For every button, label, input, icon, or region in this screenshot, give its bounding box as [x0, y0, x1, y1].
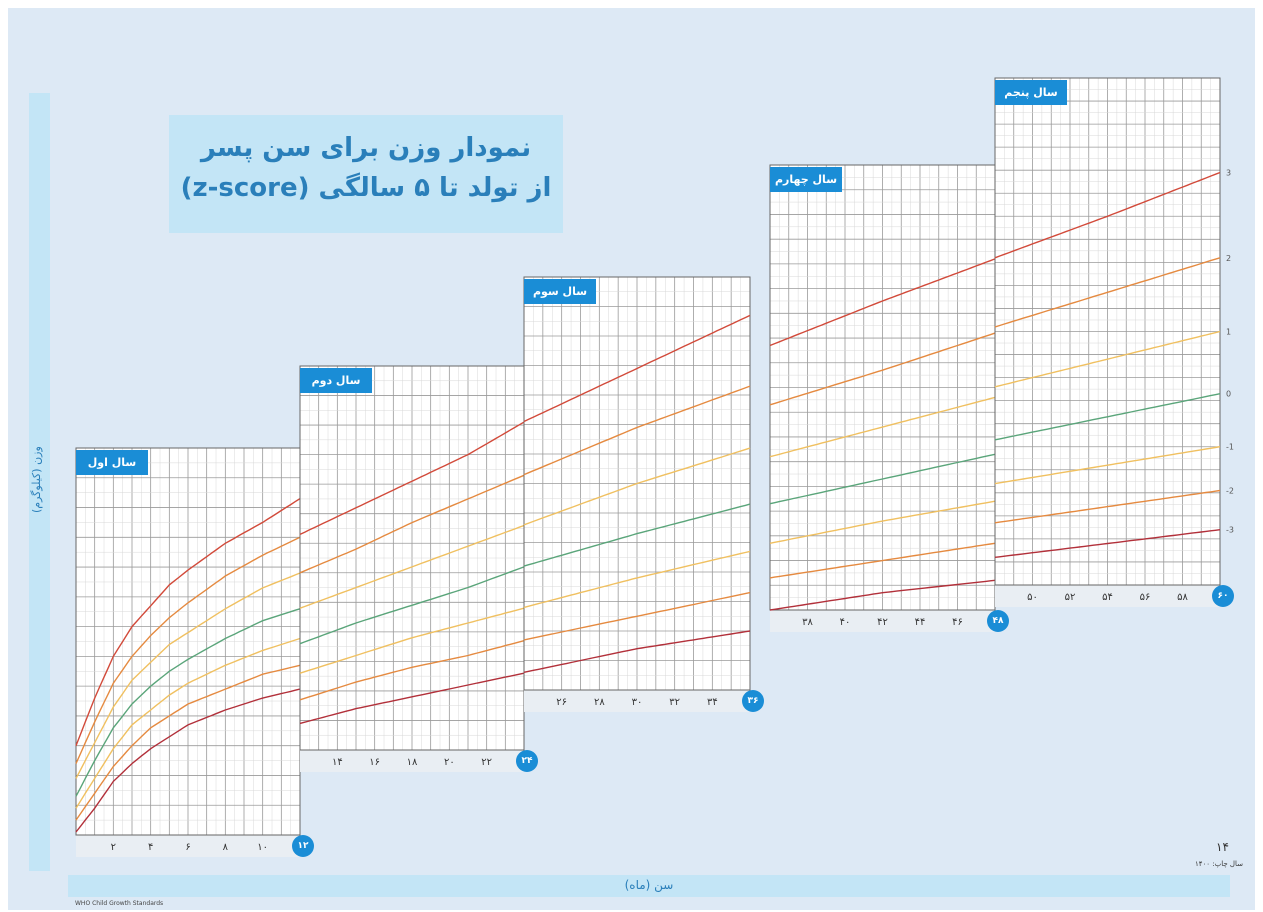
series-line-z-1: [523, 550, 751, 609]
series-label: 1: [1226, 328, 1231, 337]
x-tick-label: ۵۸: [1177, 592, 1188, 603]
panel-tag: سال پنجم: [995, 80, 1067, 105]
x-tick-label: ۵۲: [1065, 592, 1076, 603]
series-line-z1: [523, 447, 751, 526]
x-tick-label: ۱۶: [369, 757, 380, 768]
series-line-z2: [523, 385, 751, 476]
x-tick-label: ۲۰: [444, 757, 455, 768]
series-line-z-2: [994, 489, 1221, 524]
series-line-z-2: [75, 664, 301, 821]
x-tick-label: ۴۴: [915, 617, 926, 628]
edition-label: سال چاپ: ۱۴۰۰: [1195, 860, 1243, 868]
tick-strip: [995, 585, 1220, 607]
x-axis-band: [68, 875, 1230, 897]
series-line-z-1: [769, 500, 996, 544]
series-line-z3: [523, 314, 751, 423]
series-line-z1: [994, 330, 1221, 388]
series-line-z3: [769, 258, 996, 347]
series-line-z0: [523, 503, 751, 567]
x-tick-label: ۴۲: [877, 617, 888, 628]
panel-2: ۱۴ ۱۶ ۱۸ ۲۰ ۲۲: [299, 365, 525, 772]
chart-title-line-2: از تولد تا ۵ سالگی (z-score): [180, 173, 552, 203]
series-line-z-1: [994, 446, 1221, 485]
panel-tag: سال چهارم: [770, 167, 842, 192]
series-line-z-3: [299, 672, 525, 725]
x-tick-label: ۳۸: [802, 617, 813, 628]
x-tick-label: ۱۴: [332, 757, 343, 768]
tick-strip: [300, 750, 524, 772]
panel-end-marker: ۴۸: [987, 610, 1009, 632]
x-tick-label: ۲۲: [481, 757, 492, 768]
panel-end-marker: ۳۶: [742, 690, 764, 712]
x-tick-label: ۲: [111, 842, 116, 853]
series-label: 2: [1226, 254, 1231, 263]
series-line-z-2: [769, 542, 996, 579]
x-tick-label: ۶: [185, 842, 190, 853]
series-label: 0: [1226, 390, 1231, 399]
x-tick-label: ۱۰: [257, 842, 268, 853]
x-tick-label: ۴: [148, 842, 153, 853]
x-tick-label: ۴۶: [952, 617, 963, 628]
panel-4: ۳۸ ۴۰ ۴۲ ۴۴ ۴۶: [769, 164, 996, 632]
series-line-z3: [299, 421, 525, 536]
y-axis-band: [29, 93, 50, 871]
series-label: 3: [1226, 168, 1231, 177]
x-tick-label: ۵۴: [1102, 592, 1113, 603]
series-line-z-3: [75, 688, 301, 833]
panel-1: ۲ ۴ ۶ ۸ ۱۰: [75, 447, 301, 857]
series-line-z0: [769, 453, 996, 505]
x-tick-label: ۵۰: [1027, 592, 1038, 603]
panel-tag: سال سوم: [524, 279, 596, 304]
series-line-z-2: [523, 591, 751, 641]
series-line-z-3: [994, 529, 1221, 558]
x-tick-label: ۳۰: [632, 697, 643, 708]
page-number: ۱۴: [1216, 840, 1229, 854]
tick-strip: [76, 835, 300, 857]
series-line-z-1: [75, 637, 301, 809]
series-label: -2: [1226, 487, 1234, 496]
series-label: -3: [1226, 526, 1234, 535]
series-line-z0: [75, 608, 301, 797]
chart-title-line-1: نمودار وزن برای سن پسر: [200, 133, 532, 163]
x-tick-label: ۲۸: [594, 697, 605, 708]
series-label: -1: [1226, 443, 1234, 452]
series-line-z0: [994, 393, 1221, 441]
tick-strip: [770, 610, 995, 632]
panel-3: ۲۶ ۲۸ ۳۰ ۳۲ ۳۴: [523, 276, 751, 712]
panel-tag: سال دوم: [300, 368, 372, 393]
title-box: نمودار وزن برای سن پسر از تولد تا ۵ سالگ…: [169, 115, 563, 233]
source-note: WHO Child Growth Standards: [75, 900, 164, 907]
x-tick-label: ۳۴: [707, 697, 718, 708]
panel-tag: سال اول: [76, 450, 148, 475]
series-line-z-2: [299, 640, 525, 701]
x-axis-label: سن (ماه): [624, 878, 674, 892]
series-line-z-3: [523, 630, 751, 673]
series-line-z2: [299, 474, 525, 574]
series-line-z1: [299, 524, 525, 609]
series-line-z1: [75, 572, 301, 779]
x-tick-label: ۸: [223, 842, 229, 853]
panel-end-marker: ۶۰: [1212, 585, 1234, 607]
series-line-z2: [769, 332, 996, 406]
series-line-z2: [994, 257, 1221, 328]
series-line-z-1: [299, 607, 525, 674]
tick-strip: [524, 690, 750, 712]
series-line-z3: [75, 498, 301, 746]
x-tick-label: ۲۶: [556, 697, 567, 708]
x-tick-label: ۵۶: [1140, 592, 1151, 603]
series-line-z-3: [769, 579, 996, 611]
panel-end-marker: ۲۴: [516, 750, 538, 772]
x-tick-label: ۱۸: [407, 757, 418, 768]
panel-end-marker: ۱۲: [292, 835, 314, 857]
series-line-z2: [75, 536, 301, 764]
panel-5: ۵۰ ۵۲ ۵۴ ۵۶ ۵۸: [994, 77, 1221, 607]
panel-frame: [523, 276, 751, 691]
series-line-z3: [994, 171, 1221, 259]
series-line-z1: [769, 396, 996, 458]
x-tick-label: ۴۰: [840, 617, 851, 628]
x-tick-label: ۳۲: [669, 697, 680, 708]
series-line-z0: [299, 566, 525, 645]
